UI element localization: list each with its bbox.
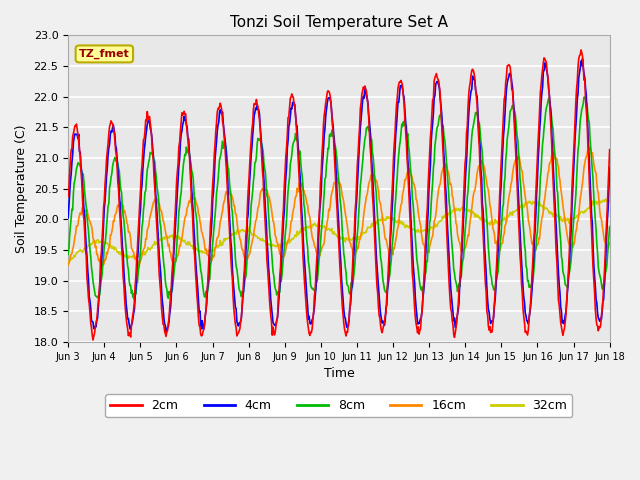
Text: TZ_fmet: TZ_fmet (79, 49, 130, 59)
Title: Tonzi Soil Temperature Set A: Tonzi Soil Temperature Set A (230, 15, 448, 30)
X-axis label: Time: Time (323, 367, 355, 380)
Legend: 2cm, 4cm, 8cm, 16cm, 32cm: 2cm, 4cm, 8cm, 16cm, 32cm (106, 394, 572, 417)
Y-axis label: Soil Temperature (C): Soil Temperature (C) (15, 124, 28, 253)
